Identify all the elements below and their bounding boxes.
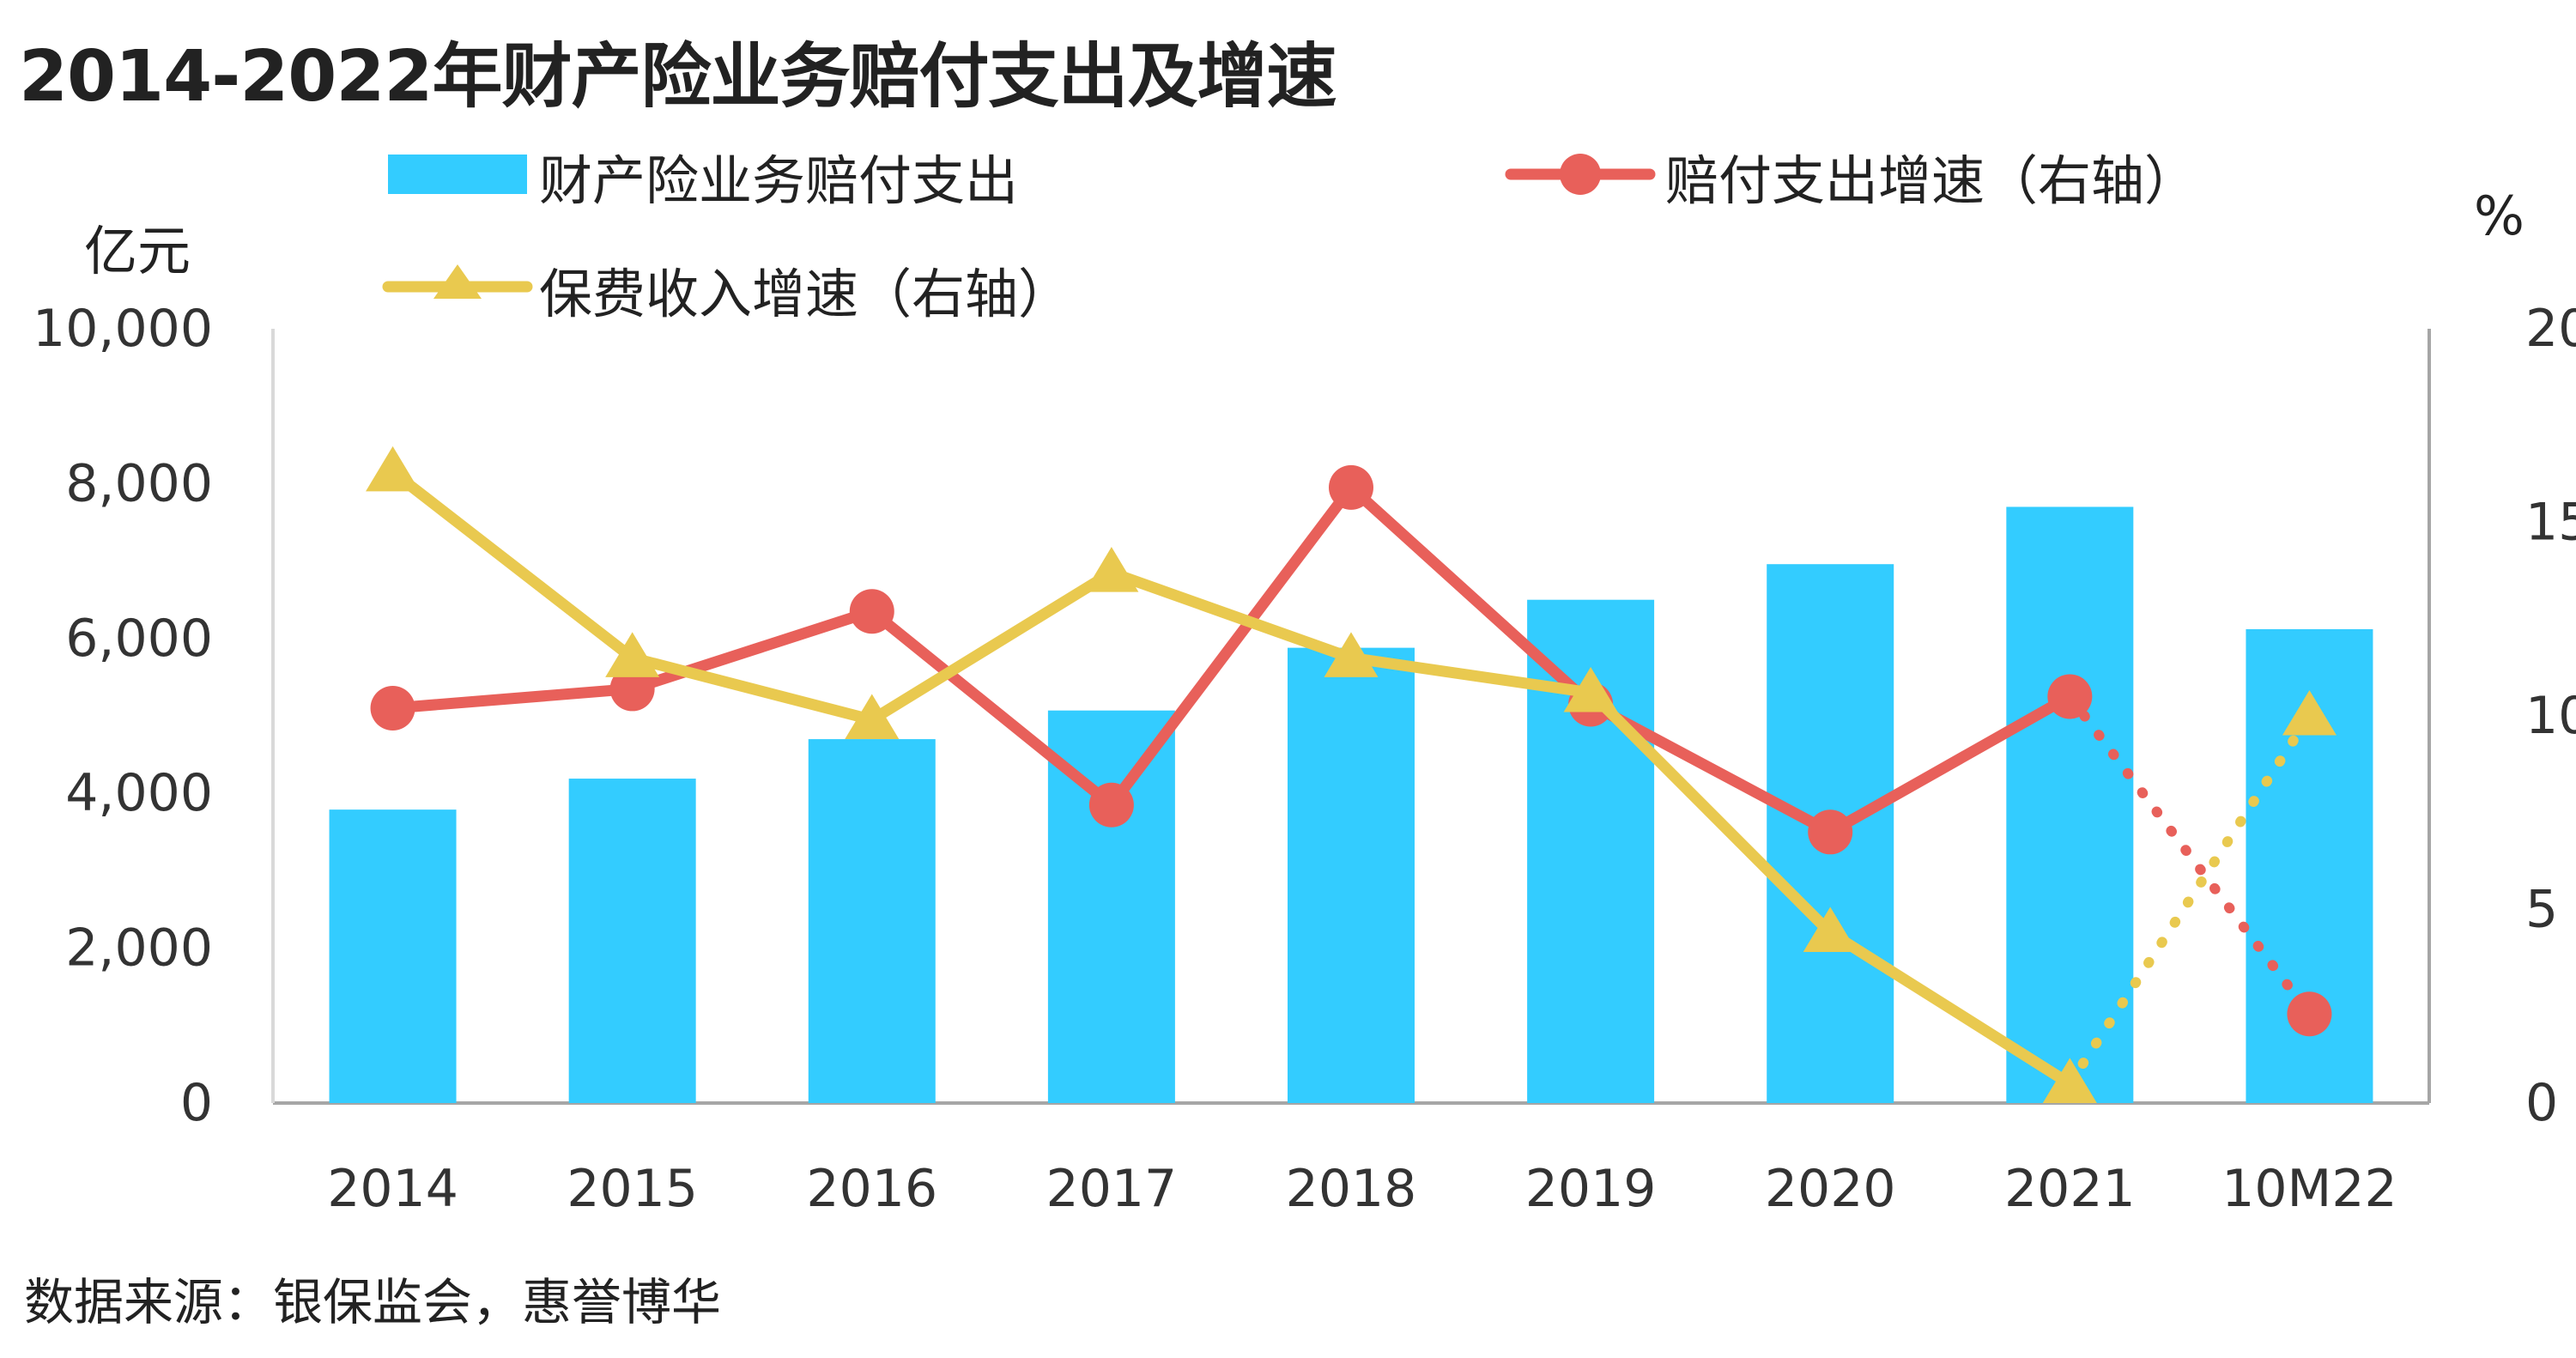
data-point (370, 685, 415, 731)
data-point (1084, 547, 1139, 592)
data-point (845, 694, 900, 740)
data-point (1329, 464, 1373, 510)
legend-markers (382, 154, 1656, 299)
left-axis-tick-label: 8,000 (65, 453, 213, 513)
left-axis-tick-label: 6,000 (65, 609, 213, 669)
left-axis-tick-label: 2,000 (65, 918, 213, 979)
legend-label-claims: 财产险业务赔付支出 (539, 149, 1019, 212)
x-axis-tick-label: 2016 (806, 1159, 937, 1219)
line-series (366, 446, 2337, 1103)
data-point (1563, 666, 1618, 712)
left-axis-tick-label: 4,000 (65, 763, 213, 823)
x-axis-tick-label: 2021 (2004, 1159, 2136, 1219)
data-point (2282, 690, 2337, 736)
left-axis-tick-label: 0 (180, 1073, 213, 1133)
data-point (2287, 991, 2332, 1037)
legend-marker-circle (1560, 154, 1601, 195)
series-line (387, 466, 2076, 1089)
bar (2006, 506, 2134, 1103)
data-point (1803, 906, 1858, 953)
right-axis-tick-label: 5 (2525, 880, 2558, 940)
x-axis-tick-label: 2020 (1765, 1159, 1896, 1219)
data-point (1808, 809, 1853, 855)
data-point (2042, 1058, 2097, 1103)
right-axis-tick-label: 15 (2525, 493, 2576, 553)
bar (568, 779, 696, 1103)
x-axis-tick-label: 10M22 (2221, 1159, 2397, 1219)
series-line (387, 482, 2076, 838)
bar (1288, 647, 1415, 1103)
bar (808, 739, 936, 1103)
x-axis-tick-label: 2015 (567, 1159, 698, 1219)
series-line-forecast (2064, 711, 2315, 1089)
left-axis-tick-label: 10,000 (33, 299, 213, 359)
legend-label-premium-growth: 保费收入增速（右轴） (539, 263, 1072, 325)
legend-swatch-claims (388, 155, 527, 194)
right-axis-tick-label: 10 (2525, 686, 2576, 746)
bar (329, 809, 457, 1103)
data-point (849, 589, 894, 634)
legend-marker-triangle (433, 264, 482, 299)
series-line-forecast (2064, 691, 2315, 1020)
x-axis-tick-label: 2018 (1286, 1159, 1417, 1219)
data-source-note: 数据来源：银保监会，惠誉博华 (24, 1273, 722, 1331)
right-axis-tick-label: 0 (2525, 1073, 2558, 1133)
right-axis-unit: % (2474, 185, 2524, 247)
axis-ticks: 0 2,000 4,000 6,000 8,000 10,000 0 5 10 15 20 2014 2… (33, 299, 2576, 1219)
x-axis-tick-label: 2014 (327, 1159, 458, 1219)
data-point (1324, 632, 1379, 677)
data-point (366, 446, 421, 492)
data-point (1088, 782, 1134, 828)
right-axis-tick-label: 20 (2525, 299, 2576, 359)
chart-title: 2014-2022年财产险业务赔付支出及增速 (19, 36, 1336, 118)
legend-label-claims-growth: 赔付支出增速（右轴） (1665, 149, 2198, 212)
data-point (605, 632, 660, 677)
x-axis-tick-label: 2019 (1525, 1159, 1657, 1219)
bar-series (329, 506, 2373, 1103)
data-point (2047, 674, 2093, 719)
left-axis-unit: 亿元 (84, 220, 191, 282)
x-axis-tick-label: 2017 (1046, 1159, 1178, 1219)
data-point (609, 666, 655, 712)
